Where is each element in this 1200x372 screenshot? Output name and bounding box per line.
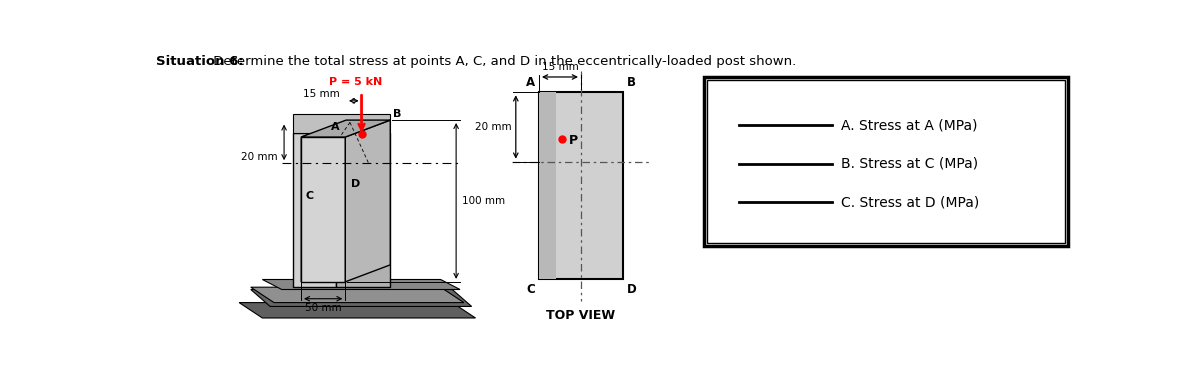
Polygon shape [539,92,556,279]
Text: TOP VIEW: TOP VIEW [546,309,616,322]
Polygon shape [293,133,336,287]
Bar [704,77,1068,246]
Text: P: P [569,134,578,147]
Text: A. Stress at A (MPa): A. Stress at A (MPa) [841,119,978,132]
Polygon shape [251,289,472,307]
Text: A: A [331,122,340,132]
Polygon shape [251,287,464,302]
Text: 100 mm: 100 mm [462,196,505,206]
Polygon shape [293,114,390,133]
Text: B: B [626,76,636,89]
Polygon shape [336,133,390,287]
Polygon shape [239,302,475,318]
Polygon shape [301,120,390,137]
Text: 15 mm: 15 mm [541,62,578,73]
Polygon shape [301,137,346,282]
Text: C. Stress at D (MPa): C. Stress at D (MPa) [841,196,979,209]
Text: Situation 6:: Situation 6: [156,55,244,68]
Text: Determine the total stress at points A, C, and D in the eccentrically-loaded pos: Determine the total stress at points A, … [209,55,796,68]
Text: C: C [305,191,313,201]
Text: C: C [527,283,535,296]
Polygon shape [263,279,460,289]
Bar [707,80,1066,243]
Polygon shape [346,120,390,282]
Text: A: A [526,76,535,89]
Text: 15 mm: 15 mm [304,89,340,99]
Text: D: D [626,283,636,296]
Text: B. Stress at C (MPa): B. Stress at C (MPa) [841,157,978,171]
Text: B: B [392,109,401,119]
Polygon shape [301,120,346,282]
Text: 20 mm: 20 mm [474,122,511,132]
Text: P = 5 kN: P = 5 kN [329,77,382,87]
Text: 50 mm: 50 mm [305,303,342,313]
Text: 20 mm: 20 mm [241,151,278,161]
Text: D: D [352,179,361,189]
Polygon shape [539,92,623,279]
